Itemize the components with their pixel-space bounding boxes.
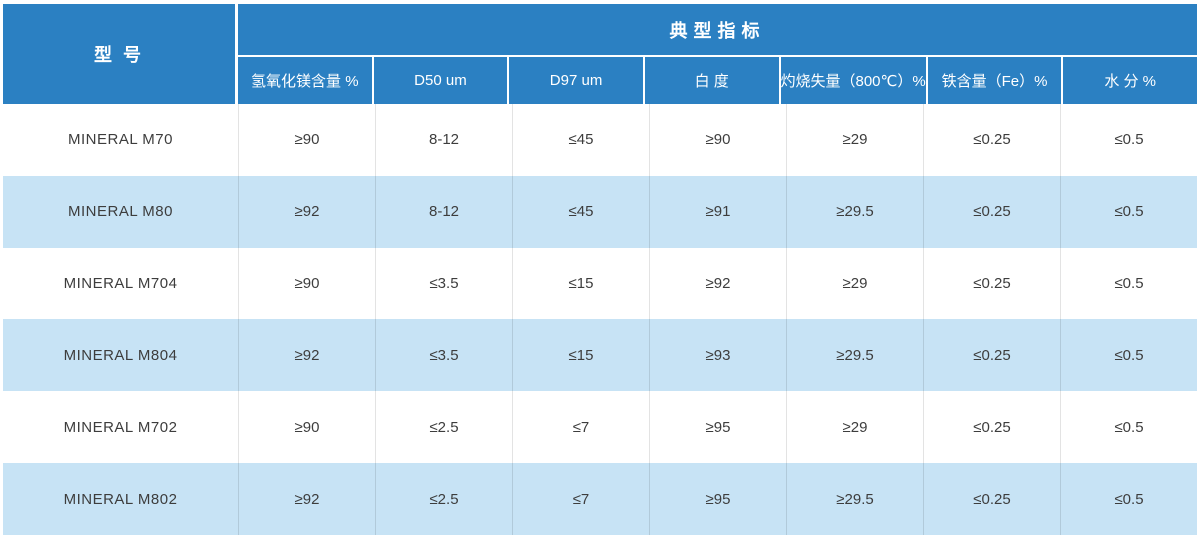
value-cell: ≥29 [786,104,923,176]
value-cell: ≥29.5 [786,463,923,535]
column-header-7: 水 分 % [1063,57,1197,104]
column-header-4: 白 度 [644,57,779,104]
value-cell: 8-12 [375,104,512,176]
value-cell: ≤0.25 [923,391,1060,464]
value-cell: ≤3.5 [375,319,512,392]
value-cell: ≥91 [649,175,786,248]
value-cell: ≤45 [512,175,649,248]
value-cell: ≥92 [238,319,375,392]
value-cell: ≥29.5 [786,175,923,248]
table-body: MINERAL M70 ≥90 8-12 ≤45 ≥90 ≥29 ≤0.25 ≤0.5 MINE… [3,104,1197,535]
value-cell: ≤0.5 [1060,104,1197,176]
value-cell: ≤0.25 [923,463,1060,535]
column-header-2: D50 um [373,57,508,104]
value-cell: ≥92 [649,247,786,320]
column-header-row: 氢氧化镁含量 % D50 um D97 um 白 度灼烧失量（800℃）% 铁含量（Fe… [238,57,1197,104]
value-cell: ≥95 [649,391,786,464]
table-row: MINERAL M80 ≥92 8-12 ≤45 ≥91 ≥29.5 ≤0.25 ≤0.5 [3,175,1197,248]
value-cell: ≤0.5 [1060,463,1197,535]
value-cell: ≥90 [238,391,375,464]
product-spec-table: 型 号 典型指标 氢氧化镁含量 % D50 um D97 um 白 度灼烧失量（800… [3,4,1197,535]
value-cell: ≤3.5 [375,247,512,320]
model-cell: MINERAL M702 [63,418,178,436]
value-cell: ≤45 [512,104,649,176]
value-cell: ≤0.5 [1060,391,1197,464]
value-cell: ≤15 [512,319,649,392]
value-cell: ≥29 [786,247,923,320]
value-cell: ≥90 [238,247,375,320]
value-cell: ≤0.25 [923,104,1060,176]
value-cell: ≥29.5 [786,319,923,392]
table-row: MINERAL M702 ≥90 ≤2.5 ≤7 ≥95 ≥29 ≤0.25 ≤0.5 [3,391,1197,464]
value-cell: ≥95 [649,463,786,535]
column-header-6: 铁含量（Fe）% [927,57,1062,104]
column-header-3: D97 um [509,57,643,104]
table-row: MINERAL M804 ≥92 ≤3.5 ≤15 ≥93 ≥29.5 ≤0.25 ≤0.5 [3,319,1197,392]
table-row: MINERAL M704 ≥90 ≤3.5 ≤15 ≥92 ≥29 ≤0.25 ≤0.5 [3,247,1197,320]
value-cell: ≥29 [786,391,923,464]
value-cell: ≥90 [649,104,786,176]
value-cell: ≤7 [512,463,649,535]
model-cell: MINERAL M80 [68,203,173,221]
value-cell: ≤0.5 [1060,175,1197,248]
value-cell: ≤0.5 [1060,319,1197,392]
model-cell: MINERAL M802 [63,490,178,508]
value-cell: ≤0.5 [1060,247,1197,320]
value-cell: ≥92 [238,175,375,248]
value-cell: ≤0.25 [923,175,1060,248]
model-cell: MINERAL M70 [68,131,173,149]
value-cell: ≤2.5 [375,391,512,464]
table-row: MINERAL M70 ≥90 8-12 ≤45 ≥90 ≥29 ≤0.25 ≤0.5 [3,104,1197,176]
indicators-header-group: 典型指标 氢氧化镁含量 % D50 um D97 um 白 度灼烧失量（800℃）% 铁… [238,4,1197,104]
typical-indicators-group-header: 典型指标 [238,4,1197,55]
table-header: 型 号 典型指标 氢氧化镁含量 % D50 um D97 um 白 度灼烧失量（800… [3,4,1197,104]
value-cell: ≤0.25 [923,247,1060,320]
value-cell: ≥92 [238,463,375,535]
value-cell: 8-12 [375,175,512,248]
column-header-5: 灼烧失量（800℃）% [780,57,926,104]
table-row: MINERAL M802 ≥92 ≤2.5 ≤7 ≥95 ≥29.5 ≤0.25 ≤0.5 [3,463,1197,535]
model-cell: MINERAL M804 [63,346,178,364]
value-cell: ≤2.5 [375,463,512,535]
value-cell: ≥90 [238,104,375,176]
value-cell: ≤0.25 [923,319,1060,392]
model-cell: MINERAL M704 [63,275,178,293]
model-column-header: 型 号 [3,4,235,104]
column-header-1: 氢氧化镁含量 % [238,57,372,104]
value-cell: ≥93 [649,319,786,392]
value-cell: ≤15 [512,247,649,320]
value-cell: ≤7 [512,391,649,464]
